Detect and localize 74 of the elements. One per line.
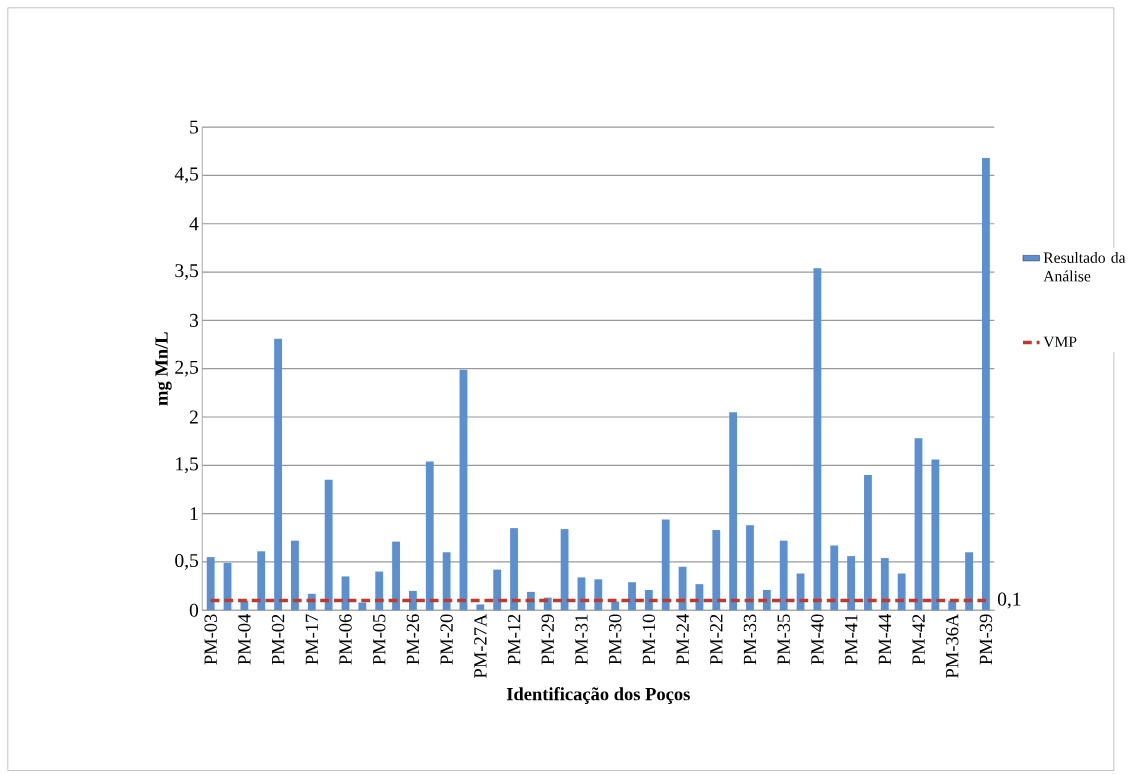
- bar: [358, 602, 367, 611]
- bar: [476, 604, 485, 611]
- y-tick-label: 4: [189, 217, 199, 231]
- x-tick-label: PM-36A: [946, 614, 959, 679]
- bar: [779, 540, 788, 611]
- y-tick-label: 2: [189, 410, 198, 424]
- y-tick-label: 1,5: [176, 457, 199, 474]
- bar: [409, 591, 417, 611]
- bar: [611, 601, 620, 611]
- x-tick-label: PM-17: [305, 614, 318, 665]
- y-tick-label: 3,5: [175, 264, 199, 281]
- legend-label: Resultado da Análise: [1043, 252, 1126, 282]
- bar: [762, 590, 771, 611]
- y-tick-label: 1: [190, 507, 198, 521]
- bar: [291, 540, 299, 611]
- y-tick-label: 0,5: [175, 554, 199, 571]
- bar: [442, 552, 451, 611]
- bar: [864, 475, 872, 611]
- bar: [594, 579, 603, 611]
- y-tick-label: 5: [190, 120, 199, 134]
- legend-label: VMP: [1043, 336, 1077, 348]
- bar: [965, 552, 973, 611]
- x-tick-label: PM-42: [912, 614, 925, 665]
- x-tick-label: PM-05: [372, 614, 386, 665]
- x-tick-label: PM-04: [238, 614, 251, 665]
- bar: [392, 541, 400, 611]
- x-tick-label: PM-26: [406, 614, 420, 665]
- y-tick-label: 2,5: [175, 360, 199, 377]
- bar: [274, 338, 282, 611]
- x-tick-label: PM-41: [845, 615, 858, 665]
- x-tick-label: PM-33: [743, 614, 757, 665]
- x-tick-label: PM-02: [271, 614, 285, 665]
- y-tick-label: 0: [189, 603, 199, 618]
- x-tick-label: PM-27A: [474, 614, 487, 679]
- y-axis-title: mg Mn/L: [155, 332, 172, 406]
- x-tick-label: PM-20: [440, 614, 453, 665]
- bar: [510, 528, 518, 611]
- bar: [661, 519, 670, 611]
- bar: [644, 590, 653, 611]
- x-tick-label: PM-40: [811, 614, 824, 665]
- x-tick-label: PM-06: [339, 614, 352, 665]
- x-tick-label: PM-30: [608, 614, 622, 665]
- bar: [880, 558, 889, 611]
- x-tick-label: PM-03: [204, 614, 217, 665]
- x-tick-label: PM-22: [710, 614, 723, 665]
- bar: [560, 529, 569, 611]
- bar: [628, 582, 636, 611]
- bar: [982, 158, 990, 611]
- y-tick-label: 4,5: [174, 167, 199, 184]
- bar: [324, 480, 333, 611]
- x-tick-label: PM-31: [575, 615, 588, 665]
- bar: [897, 573, 906, 611]
- y-tick-label: 3: [189, 314, 199, 328]
- bar: [813, 268, 822, 611]
- bar: [257, 551, 266, 611]
- x-tick-label: PM-39: [979, 614, 993, 665]
- x-tick-label: PM-12: [507, 614, 521, 665]
- x-tick-label: PM-35: [777, 614, 790, 665]
- x-tick-label: PM-29: [541, 614, 554, 665]
- x-tick-label: PM-10: [642, 614, 656, 665]
- bar: [425, 461, 434, 611]
- x-tick-label: PM-44: [878, 614, 891, 665]
- bar: [830, 545, 839, 611]
- bar: [931, 459, 940, 611]
- data-label: 0,1: [997, 592, 1021, 609]
- bar: [375, 571, 384, 611]
- bar: [729, 412, 738, 611]
- x-tick-label: PM-24: [676, 614, 689, 665]
- x-axis-title: Identificação dos Poços: [506, 687, 690, 705]
- bar: [493, 569, 502, 611]
- bar: [847, 556, 856, 611]
- bar: [746, 525, 754, 611]
- bar: [206, 557, 215, 611]
- bar: [712, 530, 721, 611]
